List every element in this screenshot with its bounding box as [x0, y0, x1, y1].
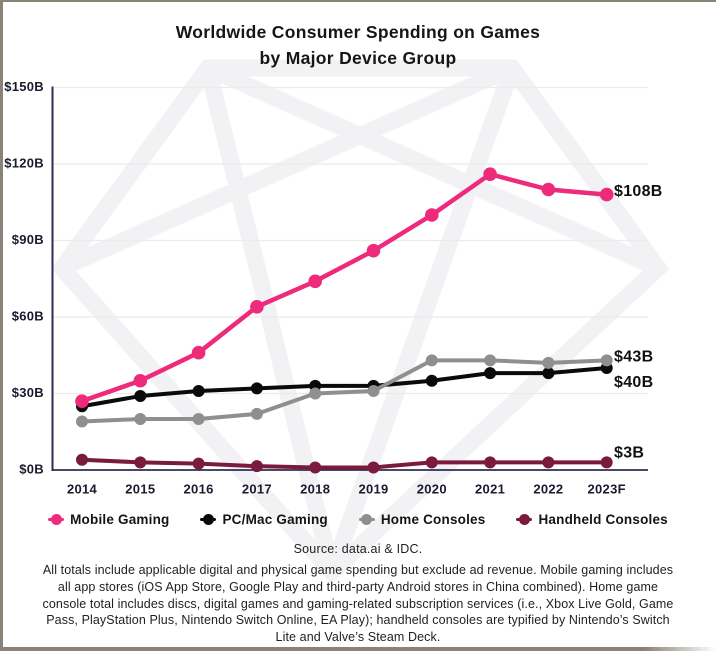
- data-point: [192, 384, 205, 397]
- x-tick-label: 2014: [67, 481, 98, 496]
- data-point: [425, 354, 438, 367]
- data-point: [542, 367, 555, 380]
- y-tick-label: $120B: [4, 155, 44, 170]
- data-point: [367, 461, 380, 474]
- legend-line-dot-icon: [48, 514, 65, 525]
- y-tick-label: $0B: [19, 461, 44, 476]
- y-tick-label: $90B: [12, 232, 44, 247]
- data-point: [600, 354, 613, 367]
- data-point: [191, 345, 206, 360]
- series-line-home-consoles: [80, 358, 609, 424]
- footnote-text: All totals include applicable digital an…: [42, 563, 674, 645]
- data-point: [484, 354, 497, 367]
- series-line-mobile-gaming: [79, 171, 609, 404]
- series-end-label: $40B: [614, 374, 653, 391]
- data-point: [425, 208, 439, 222]
- data-point: [366, 243, 381, 258]
- chart-title: Worldwide Consumer Spending on Games by …: [0, 19, 716, 71]
- series-end-label: $43B: [614, 349, 653, 366]
- data-point: [192, 413, 205, 425]
- legend-label: Home Consoles: [380, 512, 486, 527]
- data-point: [250, 460, 263, 473]
- data-point: [309, 461, 322, 474]
- x-tick-label: 2016: [184, 481, 214, 496]
- data-point: [308, 274, 323, 289]
- chart-title-line2: by Major Device Group: [259, 48, 457, 68]
- legend-item-handheld-consoles: Handheld Consoles: [516, 512, 668, 527]
- data-point: [542, 356, 555, 369]
- data-point: [250, 382, 263, 395]
- legend-label: Handheld Consoles: [538, 512, 668, 527]
- x-tick-label: 2020: [417, 481, 447, 496]
- chart-title-line1: Worldwide Consumer Spending on Games: [175, 22, 541, 42]
- series-end-label: $3B: [614, 445, 644, 462]
- data-point: [133, 373, 148, 388]
- x-tick-label: 2015: [125, 481, 155, 496]
- data-point: [134, 456, 147, 469]
- x-tick-label: 2021: [475, 481, 505, 496]
- x-tick-label: 2018: [300, 481, 330, 496]
- series-end-label: $108B: [614, 183, 663, 200]
- source-attribution: Source: data.ai & IDC.: [293, 542, 423, 556]
- data-point: [250, 300, 264, 314]
- data-point: [425, 456, 438, 469]
- legend-line-dot-icon: [200, 514, 217, 525]
- screenshot-border-left: [0, 0, 3, 651]
- data-point: [76, 453, 88, 466]
- data-point: [484, 456, 497, 469]
- series-line-handheld-consoles: [80, 457, 609, 470]
- screenshot-border-top: [0, 0, 716, 2]
- data-point: [134, 413, 147, 425]
- dataai-gem-watermark-icon: [51, 59, 670, 585]
- screenshot-border-bottom: [0, 647, 716, 651]
- x-tick-label: 2023F: [588, 481, 626, 496]
- legend-item-pc-mac-gaming: PC/Mac Gaming: [200, 512, 328, 527]
- data-point: [425, 374, 438, 387]
- data-point: [542, 456, 555, 469]
- data-point: [484, 367, 497, 380]
- data-point: [75, 394, 89, 408]
- y-tick-label: $60B: [12, 308, 44, 323]
- data-point: [541, 182, 556, 197]
- legend-line-dot-icon: [358, 514, 375, 525]
- data-point: [600, 456, 613, 469]
- legend-item-mobile-gaming: Mobile Gaming: [48, 512, 169, 527]
- y-tick-label: $30B: [12, 385, 44, 400]
- legend-item-home-consoles: Home Consoles: [358, 512, 486, 527]
- data-point: [192, 457, 205, 470]
- series-line-pc-mac-gaming: [80, 366, 609, 409]
- x-tick-label: 2019: [358, 481, 388, 496]
- data-point: [367, 384, 380, 397]
- y-tick-label: $150B: [4, 79, 44, 94]
- data-point: [483, 167, 497, 181]
- legend-label: PC/Mac Gaming: [222, 512, 328, 527]
- legend-line-dot-icon: [516, 514, 533, 525]
- data-point: [134, 390, 147, 403]
- data-point: [309, 387, 322, 400]
- x-tick-label: 2022: [533, 481, 563, 496]
- data-point: [250, 407, 263, 420]
- chart-legend: Mobile Gaming PC/Mac Gaming Home Console…: [0, 512, 716, 527]
- legend-label: Mobile Gaming: [70, 512, 170, 527]
- data-point: [599, 187, 614, 202]
- x-tick-label: 2017: [242, 481, 272, 496]
- data-point: [76, 415, 88, 428]
